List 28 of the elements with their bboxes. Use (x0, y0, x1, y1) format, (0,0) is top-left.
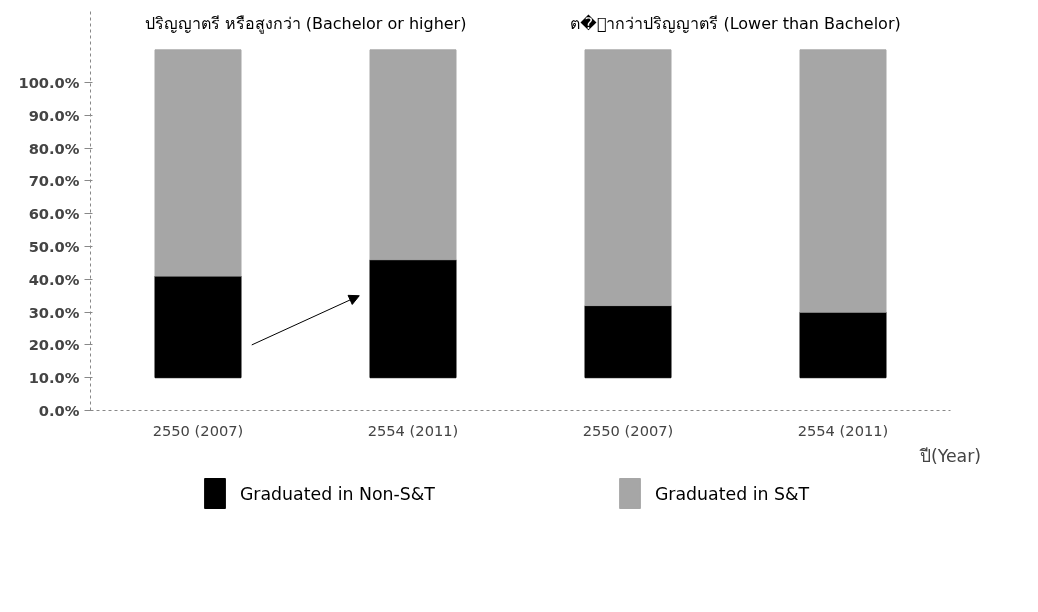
bar (799, 49, 887, 313)
x-axis-title: ปี(Year) (918, 445, 982, 466)
y-tick-label: 100.0% (18, 74, 80, 92)
bar (584, 49, 672, 307)
bar (369, 49, 457, 261)
x-tick-label: 2554 (2011) (367, 421, 459, 439)
y-tick-label: 30.0% (28, 303, 80, 321)
bar (584, 305, 672, 379)
bar (799, 311, 887, 379)
x-tick-label: 2554 (2011) (797, 421, 889, 439)
bar (154, 275, 242, 379)
annotation: ต�่ากว่าปริญญาตรี (Lower than Bachelor) (570, 13, 901, 33)
y-tick-label: 0.0% (38, 402, 80, 419)
y-tick-label: 40.0% (28, 270, 80, 288)
y-tick-label: 50.0% (28, 238, 80, 256)
y-tick-label: 70.0% (28, 172, 80, 190)
bar (154, 49, 242, 277)
annotation: ปริญญาตรี หรือสูงกว่า (Bachelor or higher) (144, 13, 467, 34)
bar (369, 259, 457, 379)
y-tick-label: 20.0% (28, 336, 80, 354)
legend-label: Graduated in Non-S&T (239, 483, 436, 504)
x-tick-label: 2550 (2007) (582, 421, 674, 439)
y-tick-label: 80.0% (28, 139, 80, 157)
y-tick-label: 10.0% (28, 369, 80, 387)
y-tick-label: 60.0% (28, 205, 80, 223)
legend-label: Graduated in S&T (654, 483, 810, 504)
x-tick-label: 2550 (2007) (152, 421, 244, 439)
y-tick-label: 90.0% (28, 106, 80, 124)
